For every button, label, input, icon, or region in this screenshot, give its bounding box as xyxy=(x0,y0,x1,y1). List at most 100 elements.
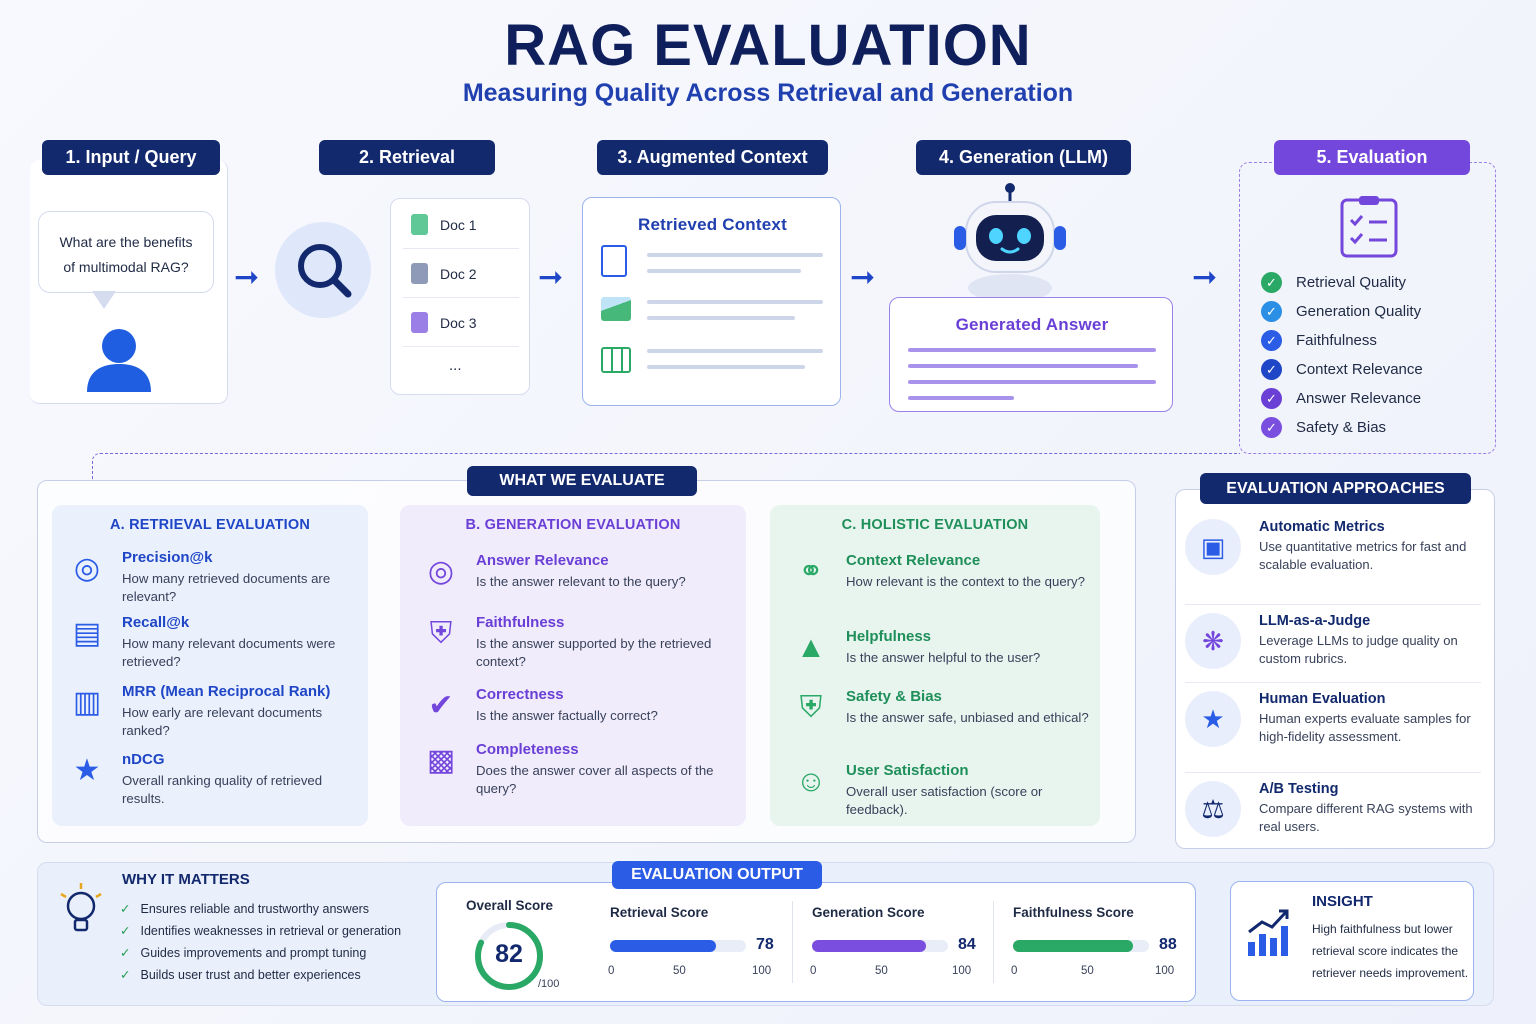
axis-tick: 50 xyxy=(875,965,888,977)
holistic-evaluation-card: C. HOLISTIC EVALUATION ⚭ Context Relevanc… xyxy=(770,505,1100,826)
shield-user-icon: ⛨ xyxy=(799,691,823,724)
arrow-icon: ➞ xyxy=(234,261,260,294)
query-line-1: What are the benefits xyxy=(59,234,193,250)
score-title: Retrieval Score xyxy=(610,905,709,920)
overall-score-max: /100 xyxy=(538,978,560,990)
doc-item[interactable]: Doc 1 xyxy=(403,201,519,249)
context-line xyxy=(647,365,805,369)
metric-item: ⛨ Safety & Bias Is the answer safe, unbias… xyxy=(790,688,1095,728)
approaches-list: ▣ Automatic Metrics Use quantitative metri… xyxy=(1175,509,1495,849)
metric-item: ☺ User Satisfaction Overall user satisfact… xyxy=(790,762,1095,819)
shield-check-icon: ⛨ xyxy=(429,617,453,650)
check-icon: ✓ xyxy=(1261,388,1282,409)
retrieval-evaluation-card: A. RETRIEVAL EVALUATION ◎ Precision@k How … xyxy=(52,505,368,826)
score-column: Generation Score 84 0 50 100 xyxy=(810,883,1002,1001)
why-list: ✓ Ensures reliable and trustworthy answer… xyxy=(120,901,430,989)
lightbulb-icon xyxy=(56,880,106,942)
check-icon: ✓ xyxy=(1261,417,1282,438)
score-column: Faithfulness Score 88 0 50 100 xyxy=(1011,883,1203,1001)
section-title: A. RETRIEVAL EVALUATION xyxy=(109,517,311,533)
thumbs-up-icon: ▲ xyxy=(796,631,826,664)
page-title: RAG EVALUATION xyxy=(504,13,1032,78)
axis-tick: 0 xyxy=(608,965,615,977)
answer-line xyxy=(908,364,1138,368)
insight-title: INSIGHT xyxy=(1312,893,1373,910)
column-divider xyxy=(993,901,994,983)
metric-item: ▲ Helpfulness Is the answer helpful to the… xyxy=(790,628,1095,668)
eval-item: ✓ Answer Relevance xyxy=(1261,388,1421,409)
check-icon: ✓ xyxy=(1261,272,1282,293)
metric-item: ▥ MRR (Mean Reciprocal Rank) How early are… xyxy=(66,683,356,740)
context-line xyxy=(647,349,823,353)
check-icon: ✓ xyxy=(1261,359,1282,380)
doc-item[interactable]: Doc 3 xyxy=(403,299,519,347)
section-title: B. GENERATION EVALUATION xyxy=(465,517,681,533)
context-line xyxy=(647,269,801,273)
dashed-connector xyxy=(92,453,1240,481)
image-icon xyxy=(601,297,631,321)
answer-line xyxy=(908,380,1156,384)
link-icon: ⚭ xyxy=(798,555,824,588)
eval-item: ✓ Context Relevance xyxy=(1261,359,1423,380)
what-we-evaluate-label: WHAT WE EVALUATE xyxy=(467,466,697,496)
why-title: WHY IT MATTERS xyxy=(122,871,250,888)
overall-score-gauge: 82 xyxy=(473,920,545,992)
checklist-icon xyxy=(1339,194,1399,258)
context-line xyxy=(647,316,795,320)
axis-tick: 100 xyxy=(752,965,772,977)
axis-tick: 0 xyxy=(810,965,817,977)
document-icon: ▤ xyxy=(72,617,102,650)
answer-line xyxy=(908,348,1156,352)
arrow-icon: ➞ xyxy=(538,261,564,294)
context-line xyxy=(647,253,823,257)
search-icon xyxy=(275,222,371,318)
stage-label-retrieval: 2. Retrieval xyxy=(319,140,495,175)
score-bar-track xyxy=(610,940,746,952)
user-star-icon: ★ xyxy=(1185,691,1241,747)
eval-item: ✓ Generation Quality xyxy=(1261,301,1421,322)
answer-line xyxy=(908,396,1014,400)
page-subtitle: Measuring Quality Across Retrieval and G… xyxy=(462,79,1074,107)
metric-item: ▤ Recall@k How many relevant documents wer… xyxy=(66,614,356,671)
approach-item: ❋ LLM-as-a-Judge Leverage LLMs to judge qu… xyxy=(1185,613,1481,683)
flask-icon: ⚖ xyxy=(1185,781,1241,837)
eval-checklist: ✓ Retrieval Quality ✓ Generation Quality ✓… xyxy=(1239,272,1496,442)
stage-label-context: 3. Augmented Context xyxy=(597,140,828,175)
insight-text: High faithfulness but lower retrieval sc… xyxy=(1312,922,1469,980)
spreadsheet-icon xyxy=(601,347,631,373)
bar-chart-icon: ▥ xyxy=(72,686,102,719)
text-file-icon xyxy=(601,245,627,277)
brain-icon: ❋ xyxy=(1185,613,1241,669)
trophy-icon: ★ xyxy=(73,754,101,787)
metric-item: ⛨ Faithfulness Is the answer supported by … xyxy=(420,614,740,671)
why-item: ✓ Guides improvements and prompt tuning xyxy=(120,945,367,961)
evaluation-output-label: EVALUATION OUTPUT xyxy=(612,861,822,889)
score-value: 84 xyxy=(958,936,976,953)
why-item: ✓ Builds user trust and better experience… xyxy=(120,967,361,983)
trend-chart-icon xyxy=(1246,908,1292,958)
context-card: Retrieved Context xyxy=(582,197,841,406)
check-icon: ✓ xyxy=(1261,330,1282,351)
stage-label-evaluation: 5. Evaluation xyxy=(1274,140,1470,175)
score-bar-track xyxy=(1013,940,1149,952)
stage-label-generation: 4. Generation (LLM) xyxy=(916,140,1131,175)
check-icon: ✓ xyxy=(120,968,131,982)
doc-item[interactable]: Doc 2 xyxy=(403,250,519,298)
smile-icon: ☺ xyxy=(795,765,827,798)
answer-title: Generated Answer xyxy=(955,315,1109,334)
doc-ellipsis: ... xyxy=(449,357,462,374)
overall-score-value: 82 xyxy=(495,940,523,968)
score-value: 78 xyxy=(756,936,774,953)
stage-label-input: 1. Input / Query xyxy=(42,140,220,175)
eval-item: ✓ Retrieval Quality xyxy=(1261,272,1406,293)
score-column: Retrieval Score 78 0 50 100 xyxy=(608,883,800,1001)
check-icon: ✓ xyxy=(120,946,131,960)
axis-tick: 100 xyxy=(1155,965,1175,977)
robot-icon: ▣ xyxy=(1185,519,1241,575)
check-icon: ✓ xyxy=(120,924,131,938)
target-icon: ◎ xyxy=(73,552,101,585)
eval-item: ✓ Faithfulness xyxy=(1261,330,1377,351)
document-icon xyxy=(411,263,428,284)
why-item: ✓ Identifies weaknesses in retrieval or g… xyxy=(120,923,402,939)
approach-item: ⚖ A/B Testing Compare different RAG system… xyxy=(1185,781,1481,843)
